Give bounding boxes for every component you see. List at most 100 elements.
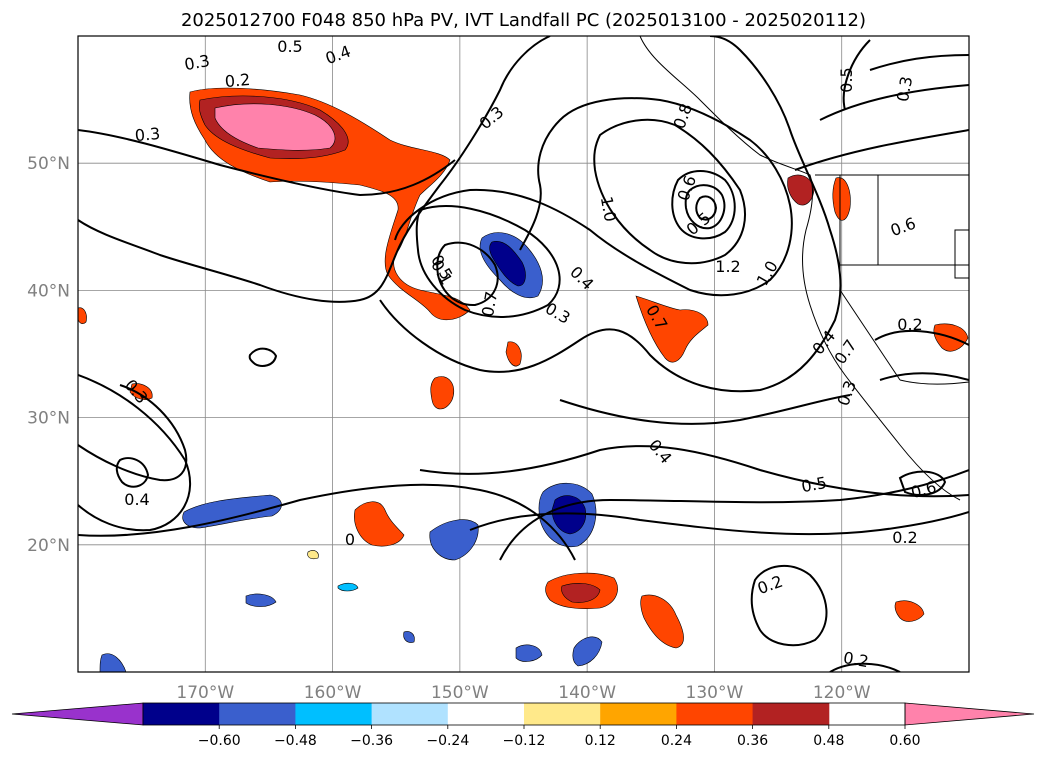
contour-line [684, 184, 726, 230]
map-frame [77, 35, 970, 673]
pv-region-negative [429, 519, 479, 561]
contour-line [115, 457, 150, 488]
ivt-contours [78, 36, 969, 672]
pv-region-positive [640, 594, 684, 649]
pv-region-positive [787, 174, 815, 206]
contour-line [78, 384, 188, 482]
contour-value-label: 0.3 [893, 75, 916, 103]
contour-line [379, 36, 842, 393]
contour-line [499, 469, 969, 561]
contour-line [671, 170, 736, 240]
contour-line [593, 118, 746, 265]
pv-region-negative [572, 636, 603, 667]
contour-value-label: 0.2 [224, 70, 251, 91]
lon-tick-label: 140°W [558, 683, 616, 703]
contour-line [874, 330, 969, 346]
contour-line [469, 511, 969, 536]
contour-line [898, 470, 947, 496]
contour-value-label: 1.0 [597, 195, 620, 223]
contour-value-label: 0.5 [277, 37, 302, 56]
colorbar-segment [676, 703, 754, 725]
contour-line [78, 36, 551, 303]
colorbar-segment [143, 703, 220, 725]
contour-line [78, 483, 576, 561]
pv-region-negative [245, 593, 277, 607]
pv-region-negative [403, 631, 415, 643]
colorbar-tick-label: 0.60 [889, 733, 920, 749]
contour-value-label: 0.5 [837, 67, 856, 92]
lat-tick-label: 30°N [27, 409, 70, 429]
contour-line [869, 54, 969, 71]
lat-tick-label: 40°N [27, 281, 70, 301]
coastline [639, 36, 961, 501]
lat-tick-label: 20°N [27, 536, 70, 556]
colorbar-segment [752, 703, 830, 725]
contour-line [879, 372, 969, 381]
coastlines [639, 36, 969, 501]
pv-region-positive [129, 383, 153, 400]
contour-value-label: 0.2 [842, 648, 870, 671]
pv-region-positive [505, 341, 522, 367]
pv-region-positive [894, 600, 925, 622]
border [954, 229, 969, 279]
contour-value-label: 0.5 [800, 473, 828, 496]
pv-region-negative-core [551, 495, 587, 535]
colorbar-tick-label: −0.48 [274, 733, 317, 749]
pv-region-negative [99, 653, 127, 672]
longitude-labels: 170°W 160°W 150°W 140°W 130°W 120°W [176, 683, 870, 703]
colorbar-segment [219, 703, 296, 725]
contour-value-label: 0.4 [124, 490, 149, 509]
colorbar-tick-label: 0.36 [737, 733, 768, 749]
pv-region-negative-core [489, 241, 526, 287]
lon-tick-label: 160°W [304, 683, 362, 703]
contour-value-label: 0.7 [478, 290, 501, 318]
colorbar-segment [295, 703, 373, 725]
lat-tick-label: 50°N [27, 154, 70, 174]
contour-line [436, 241, 499, 307]
colorbar-extend-max [904, 702, 1035, 726]
pv-shading [78, 87, 969, 672]
pv-region-positive [430, 376, 455, 410]
contour-value-label: 1.2 [715, 257, 740, 276]
contour-line [78, 129, 456, 197]
contour-line [794, 129, 969, 171]
pv-region-extreme [214, 103, 336, 151]
lon-tick-label: 120°W [813, 683, 871, 703]
colorbar-tick-label: −0.60 [198, 733, 241, 749]
contour-value-label: 0.3 [183, 51, 211, 74]
lon-tick-label: 150°W [431, 683, 489, 703]
contour-line [78, 374, 191, 532]
pv-region-positive-core [561, 583, 601, 603]
pv-region-positive [832, 177, 851, 221]
colorbar-segment [600, 703, 677, 725]
contour-line [750, 564, 828, 647]
pv-region-negative [337, 582, 359, 592]
contour-value-label: 0 [345, 530, 355, 549]
map-title: 2025012700 F048 850 hPa PV, IVT Landfall… [180, 10, 867, 31]
colorbar: −0.60 −0.48 −0.36 −0.24 −0.12 0.12 0.24 0.36 0.4… [11, 702, 1035, 749]
contour-value-label: 0.3 [134, 124, 161, 145]
colorbar-tick-label: 0.48 [813, 733, 844, 749]
colorbar-segment [524, 703, 601, 725]
colorbar-extend-min [11, 702, 144, 726]
contour-line [415, 205, 561, 318]
colorbar-tick-label: −0.24 [426, 733, 469, 749]
colorbar-tick-label: 0.24 [661, 733, 692, 749]
colorbar-tick-label: −0.12 [503, 733, 546, 749]
contour-line [248, 347, 278, 367]
colorbar-segment [447, 703, 525, 725]
lon-tick-label: 130°W [686, 683, 744, 703]
contour-line [695, 195, 718, 221]
colorbar-segment [371, 703, 449, 725]
pv-region-positive [354, 501, 405, 547]
gridlines [78, 36, 969, 672]
lon-tick-label: 170°W [176, 683, 234, 703]
contour-value-label: 0.2 [897, 315, 922, 334]
colorbar-tick-label: −0.36 [350, 733, 393, 749]
border [839, 289, 901, 381]
contour-line [394, 97, 793, 297]
contour-value-label: 0.2 [892, 528, 917, 547]
pv-region-negative [515, 644, 543, 662]
border [899, 379, 969, 385]
